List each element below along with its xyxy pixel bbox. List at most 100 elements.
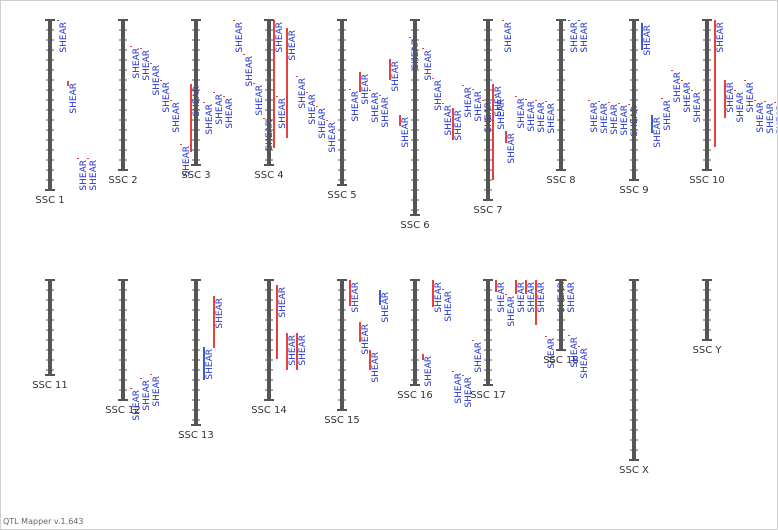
qtl-label: SHEAR <box>537 102 547 133</box>
qtl-ssc-15-2[interactable]: SHEAR <box>359 322 371 355</box>
qtl-ssc-2-4[interactable]: SHEAR <box>160 80 172 113</box>
qtl-ssc-3-1[interactable]: SHEAR <box>203 102 215 135</box>
qtl-ssc-1-4[interactable]: SHEAR <box>87 158 99 191</box>
qtl-ssc-18-2[interactable]: SHEAR <box>578 346 590 379</box>
qtl-ssc-4-1[interactable]: SHEAR <box>276 96 288 129</box>
qtl-ssc-6-1[interactable]: SHEAR <box>422 48 434 81</box>
qtl-ssc-1-3[interactable]: SHEAR <box>77 158 89 191</box>
qtl-ssc-2-1[interactable]: SHEAR <box>130 46 142 79</box>
qtl-ssc-4-6[interactable]: SHEAR <box>326 120 338 153</box>
qtl-ssc-8-1[interactable]: SHEAR <box>568 20 580 53</box>
qtl-ssc-17-4[interactable]: SHEAR <box>525 280 537 313</box>
qtl-ssc-6-5[interactable]: SHEAR <box>462 85 474 118</box>
qtl-ssc-17-1[interactable]: SHEAR <box>495 280 507 313</box>
qtl-ssc-6-2[interactable]: SHEAR <box>432 78 444 111</box>
qtl-ssc-3-2[interactable]: SHEAR <box>213 92 225 125</box>
qtl-ssc-16-3[interactable]: SHEAR <box>442 289 454 322</box>
qtl-ssc-16-2[interactable]: SHEAR <box>432 280 444 313</box>
qtl-ssc-8-3[interactable]: SHEAR <box>588 100 600 133</box>
qtl-ssc-9-2[interactable]: SHEAR <box>651 115 663 148</box>
qtl-ssc-3-3[interactable]: SHEAR <box>223 96 235 129</box>
qtl-ssc-8-4[interactable]: SHEAR <box>598 101 610 134</box>
chromosome-label: SSC 2 <box>108 175 137 186</box>
qtl-ssc-1-2[interactable]: SHEAR <box>67 81 79 114</box>
qtl-label: SHEAR <box>517 98 527 129</box>
qtl-ssc-5-3[interactable]: SHEAR <box>369 90 381 123</box>
qtl-ssc-4-5[interactable]: SHEAR <box>316 106 328 139</box>
chromosome-bar <box>559 280 563 350</box>
qtl-ssc-3-4[interactable]: SHEAR <box>233 20 245 53</box>
qtl-ssc-2-2[interactable]: SHEAR <box>140 48 152 81</box>
qtl-ssc-16-6[interactable]: SHEAR <box>472 340 484 373</box>
qtl-ssc-13-1[interactable]: SHEAR <box>203 347 215 380</box>
qtl-ssc-17-5[interactable]: SHEAR <box>535 280 547 325</box>
qtl-ssc-4-4[interactable]: SHEAR <box>306 92 318 125</box>
qtl-ssc-18-1[interactable]: SHEAR <box>568 335 580 368</box>
qtl-ssc-13-2[interactable]: SHEAR <box>213 296 225 348</box>
qtl-ssc-5-2[interactable]: SHEAR <box>359 72 371 105</box>
qtl-ssc-14-2[interactable]: SHEAR <box>286 333 298 370</box>
qtl-ssc-7-4[interactable]: SHEAR <box>525 99 537 132</box>
qtl-ssc-16-4[interactable]: SHEAR <box>452 371 464 404</box>
qtl-ssc-3-5[interactable]: SHEAR <box>243 54 255 87</box>
qtl-ssc-9-6[interactable]: SHEAR <box>691 90 703 123</box>
qtl-ssc-14-3[interactable]: SHEAR <box>296 333 308 370</box>
qtl-ssc-5-6[interactable]: SHEAR <box>399 115 411 148</box>
qtl-ssc-5-1[interactable]: SHEAR <box>349 89 361 122</box>
qtl-ssc-2-6[interactable]: SHEAR <box>180 144 192 177</box>
qtl-ssc-14-1[interactable]: SHEAR <box>276 285 288 359</box>
qtl-ssc-17-2[interactable]: SHEAR <box>505 294 517 327</box>
qtl-ssc-15-4[interactable]: SHEAR <box>379 290 391 323</box>
qtl-ssc-10-1[interactable]: SHEAR <box>714 20 726 147</box>
qtl-ssc-6-6[interactable]: SHEAR <box>472 89 484 122</box>
qtl-ssc-7-1[interactable]: SHEAR <box>495 97 507 130</box>
qtl-ssc-12-3[interactable]: SHEAR <box>150 374 162 407</box>
qtl-ssc-7-5[interactable]: SHEAR <box>535 100 547 133</box>
qtl-ssc-10-5[interactable]: SHEAR <box>754 100 766 133</box>
qtl-ssc-10-6[interactable]: SHEAR <box>764 101 776 134</box>
qtl-ssc-9-1[interactable]: SHEAR <box>641 23 653 56</box>
qtl-ssc-15-3[interactable]: SHEAR <box>369 350 381 383</box>
qtl-label: SHEAR <box>620 105 630 136</box>
qtl-ssc-3-6[interactable]: SHEAR <box>253 83 265 116</box>
qtl-ssc-5-5[interactable]: SHEAR <box>389 59 401 92</box>
qtl-ssc-15-1[interactable]: SHEAR <box>349 280 361 313</box>
qtl-ssc-9-4[interactable]: SHEAR <box>671 70 683 103</box>
qtl-label: SHEAR <box>494 86 504 117</box>
qtl-ssc-2-5[interactable]: SHEAR <box>170 100 182 133</box>
qtl-ssc-8-6[interactable]: SHEAR <box>618 103 630 136</box>
chromosome-label: SSC 1 <box>35 195 64 206</box>
qtl-ssc-8-2[interactable]: SHEAR <box>578 20 590 53</box>
qtl-ssc-9-3[interactable]: SHEAR <box>661 98 673 131</box>
qtl-ssc-16-1[interactable]: SHEAR <box>422 354 434 387</box>
qtl-ssc-4-2[interactable]: SHEAR <box>286 28 298 138</box>
qtl-label: SHEAR <box>351 282 361 313</box>
qtl-ssc-4-3[interactable]: SHEAR <box>296 76 308 109</box>
qtl-label: SHEAR <box>152 65 162 96</box>
qtl-ssc-10-2[interactable]: SHEAR <box>724 80 736 118</box>
qtl-ssc-17-8[interactable]: SHEAR <box>565 280 577 313</box>
qtl-ssc-1-1[interactable]: SHEAR <box>57 20 69 53</box>
qtl-ssc-12-1[interactable]: SHEAR <box>130 388 142 421</box>
qtl-ssc-2-3[interactable]: SHEAR <box>150 63 162 96</box>
qtl-label: SHEAR <box>517 282 527 313</box>
qtl-ssc-10-3[interactable]: SHEAR <box>734 90 746 123</box>
qtl-ssc-8-5[interactable]: SHEAR <box>608 102 620 135</box>
qtl-ssc-17-3[interactable]: SHEAR <box>515 280 527 313</box>
qtl-ssc-10-4[interactable]: SHEAR <box>744 80 756 113</box>
qtl-ssc-6-3[interactable]: SHEAR <box>442 103 454 136</box>
qtl-ssc-17-6[interactable]: SHEAR <box>545 336 557 369</box>
qtl-ssc-5-4[interactable]: SHEAR <box>379 95 391 128</box>
qtl-ssc-12-2[interactable]: SHEAR <box>140 378 152 411</box>
qtl-ssc-7-2[interactable]: SHEAR <box>505 131 517 164</box>
qtl-ssc-6-9[interactable]: SHEAR <box>502 20 514 53</box>
qtl-ssc-6-4[interactable]: SHEAR <box>452 108 464 141</box>
qtl-ssc-3-8[interactable]: SHEAR <box>273 20 285 148</box>
qtl-ssc-9-5[interactable]: SHEAR <box>681 80 693 113</box>
qtl-ssc-7-3[interactable]: SHEAR <box>515 96 527 129</box>
qtl-ssc-7-6[interactable]: SHEAR <box>545 101 557 134</box>
chromosome-bar <box>194 20 198 165</box>
qtl-ssc-16-5[interactable]: SHEAR <box>462 375 474 408</box>
qtl-ssc-6-8[interactable]: SHEAR <box>492 84 504 180</box>
